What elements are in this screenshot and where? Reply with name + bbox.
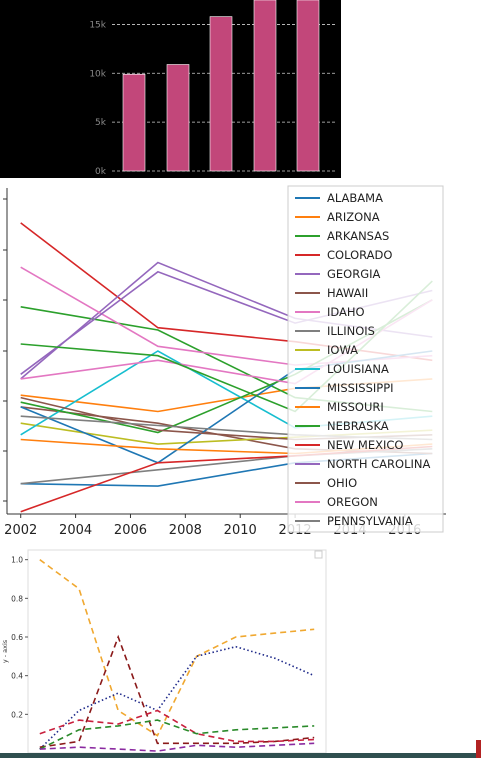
bar	[122, 73, 146, 172]
bar-chart: 0k 5k 10k 15k	[89, 0, 336, 177]
legend-label: LOUISIANA	[327, 362, 389, 376]
legend-label: IDAHO	[327, 305, 365, 319]
dash-frame-corner-box	[314, 550, 323, 559]
legend-label: NEBRASKA	[327, 419, 389, 433]
bar-y-tick-label: 15k	[89, 20, 106, 30]
line-x-tick-label: 2006	[114, 523, 147, 538]
legend-label: ILLINOIS	[327, 324, 375, 338]
legend-label: ALABAMA	[327, 191, 383, 205]
legend-label: MISSISSIPPI	[327, 381, 394, 395]
bar-y-tick-label: 0k	[95, 167, 107, 177]
corner-mark	[476, 740, 481, 758]
legend-label: MISSOURI	[327, 400, 384, 414]
dash-series	[39, 719, 315, 750]
bottom-strip	[0, 753, 476, 758]
dash-plot-frame	[27, 549, 327, 754]
legend-label: PENNSYLVANIA	[327, 514, 413, 528]
dash-series	[39, 742, 315, 752]
dash-y-tick-label: 0.6	[11, 633, 23, 642]
legend-label: NORTH CAROLINA	[327, 457, 430, 471]
legend-label: ARKANSAS	[327, 229, 389, 243]
legend: ALABAMA ARIZONA ARKANSAS COLORADO GEORGIA HAW…	[287, 185, 444, 533]
legend-label: COLORADO	[327, 248, 392, 262]
legend-box	[287, 185, 444, 533]
legend-label: ARIZONA	[327, 210, 380, 224]
dash-y-tick-label: 0.4	[11, 672, 23, 681]
line-x-tick-label: 2008	[169, 523, 202, 538]
bar-chart-panel: 0k 5k 10k 15k	[0, 0, 341, 178]
line-x-tick-label: 2004	[59, 523, 92, 538]
line-x-tick-label: 2010	[224, 523, 257, 538]
dash-series	[39, 709, 315, 743]
bar	[166, 64, 190, 172]
bar-y-tick-label: 10k	[89, 69, 106, 79]
legend-label: GEORGIA	[327, 267, 381, 281]
legend-label: OREGON	[327, 495, 378, 509]
bar	[253, 0, 277, 172]
legend-label: HAWAII	[327, 286, 368, 300]
legend-label: NEW MEXICO	[327, 438, 403, 452]
legend-label: OHIO	[327, 476, 357, 490]
dashed-line-chart: 0.2 0.4 0.6 0.8 1.0 y - axis	[1, 549, 327, 754]
bar	[209, 16, 233, 172]
dash-series	[39, 559, 315, 737]
line-chart-panel: 20022004200620082010201220142016ALABAMAA…	[0, 184, 446, 538]
bar	[296, 0, 320, 172]
dash-y-tick-label: 1.0	[11, 556, 23, 565]
dash-y-axis-label: y - axis	[1, 639, 9, 663]
dash-y-tick-label: 0.2	[11, 710, 23, 719]
legend-label: IOWA	[327, 343, 358, 357]
line-x-tick-label: 2002	[4, 523, 37, 538]
dash-y-tick-label: 0.8	[11, 594, 23, 603]
dashed-line-chart-panel: 0.2 0.4 0.6 0.8 1.0 y - axis	[0, 542, 481, 758]
line-chart: 20022004200620082010201220142016ALABAMAA…	[3, 185, 446, 538]
bar-y-tick-label: 5k	[95, 118, 107, 128]
